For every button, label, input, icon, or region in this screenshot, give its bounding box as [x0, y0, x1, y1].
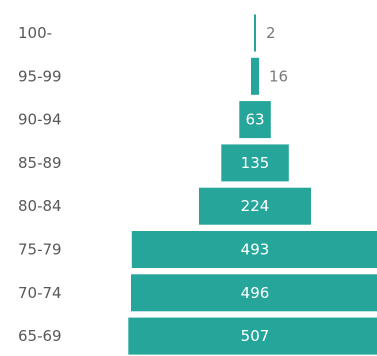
bar-65-69 — [128, 317, 377, 355]
value-label: 135 — [241, 154, 270, 172]
category-label: 80-84 — [18, 197, 62, 215]
bar-75-79 — [131, 231, 377, 268]
value-label: 496 — [241, 284, 270, 302]
bar-85-89 — [221, 144, 289, 182]
value-label: 2 — [266, 24, 276, 42]
bar-70-74 — [131, 274, 377, 312]
value-label: 16 — [269, 67, 288, 85]
category-label: 70-74 — [18, 284, 62, 302]
bar-100- — [254, 14, 256, 52]
value-label: 63 — [245, 111, 264, 129]
bar-90-94 — [239, 101, 271, 139]
category-label: 95-99 — [18, 67, 62, 85]
category-label: 85-89 — [18, 154, 62, 172]
bars-group — [128, 14, 377, 355]
category-label: 65-69 — [18, 327, 62, 345]
bar-80-84 — [199, 187, 311, 225]
value-label: 224 — [241, 197, 270, 215]
category-label: 75-79 — [18, 241, 62, 259]
value-labels-group: 2 16 63 135 224 493 496 507 — [241, 24, 288, 345]
bar-95-99 — [251, 57, 259, 95]
category-label: 100- — [18, 24, 52, 42]
category-labels-group: 100- 95-99 90-94 85-89 80-84 75-79 70-74 65-69 — [18, 24, 62, 345]
category-label: 90-94 — [18, 111, 62, 129]
value-label: 493 — [241, 241, 270, 259]
value-label: 507 — [241, 327, 270, 345]
